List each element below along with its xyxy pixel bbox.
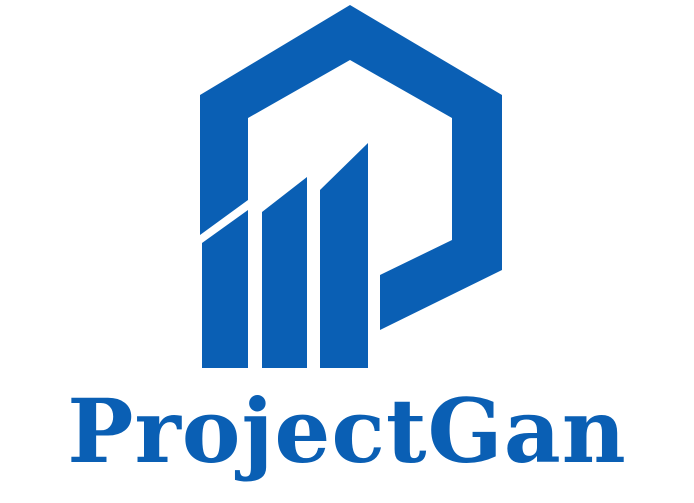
bar-1 [202,210,248,368]
building-bars-hexagon-icon [200,5,502,368]
bar-3 [320,143,368,368]
brand-wordmark: ProjectGan [67,379,627,483]
hexagon-outline [200,5,502,330]
bar-2 [262,177,307,368]
